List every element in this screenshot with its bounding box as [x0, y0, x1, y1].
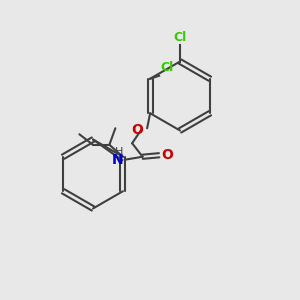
Text: H: H [115, 147, 123, 157]
Text: Cl: Cl [160, 61, 174, 74]
Text: Cl: Cl [173, 31, 187, 44]
Text: O: O [161, 148, 173, 162]
Text: O: O [132, 123, 143, 137]
Text: N: N [112, 153, 123, 167]
